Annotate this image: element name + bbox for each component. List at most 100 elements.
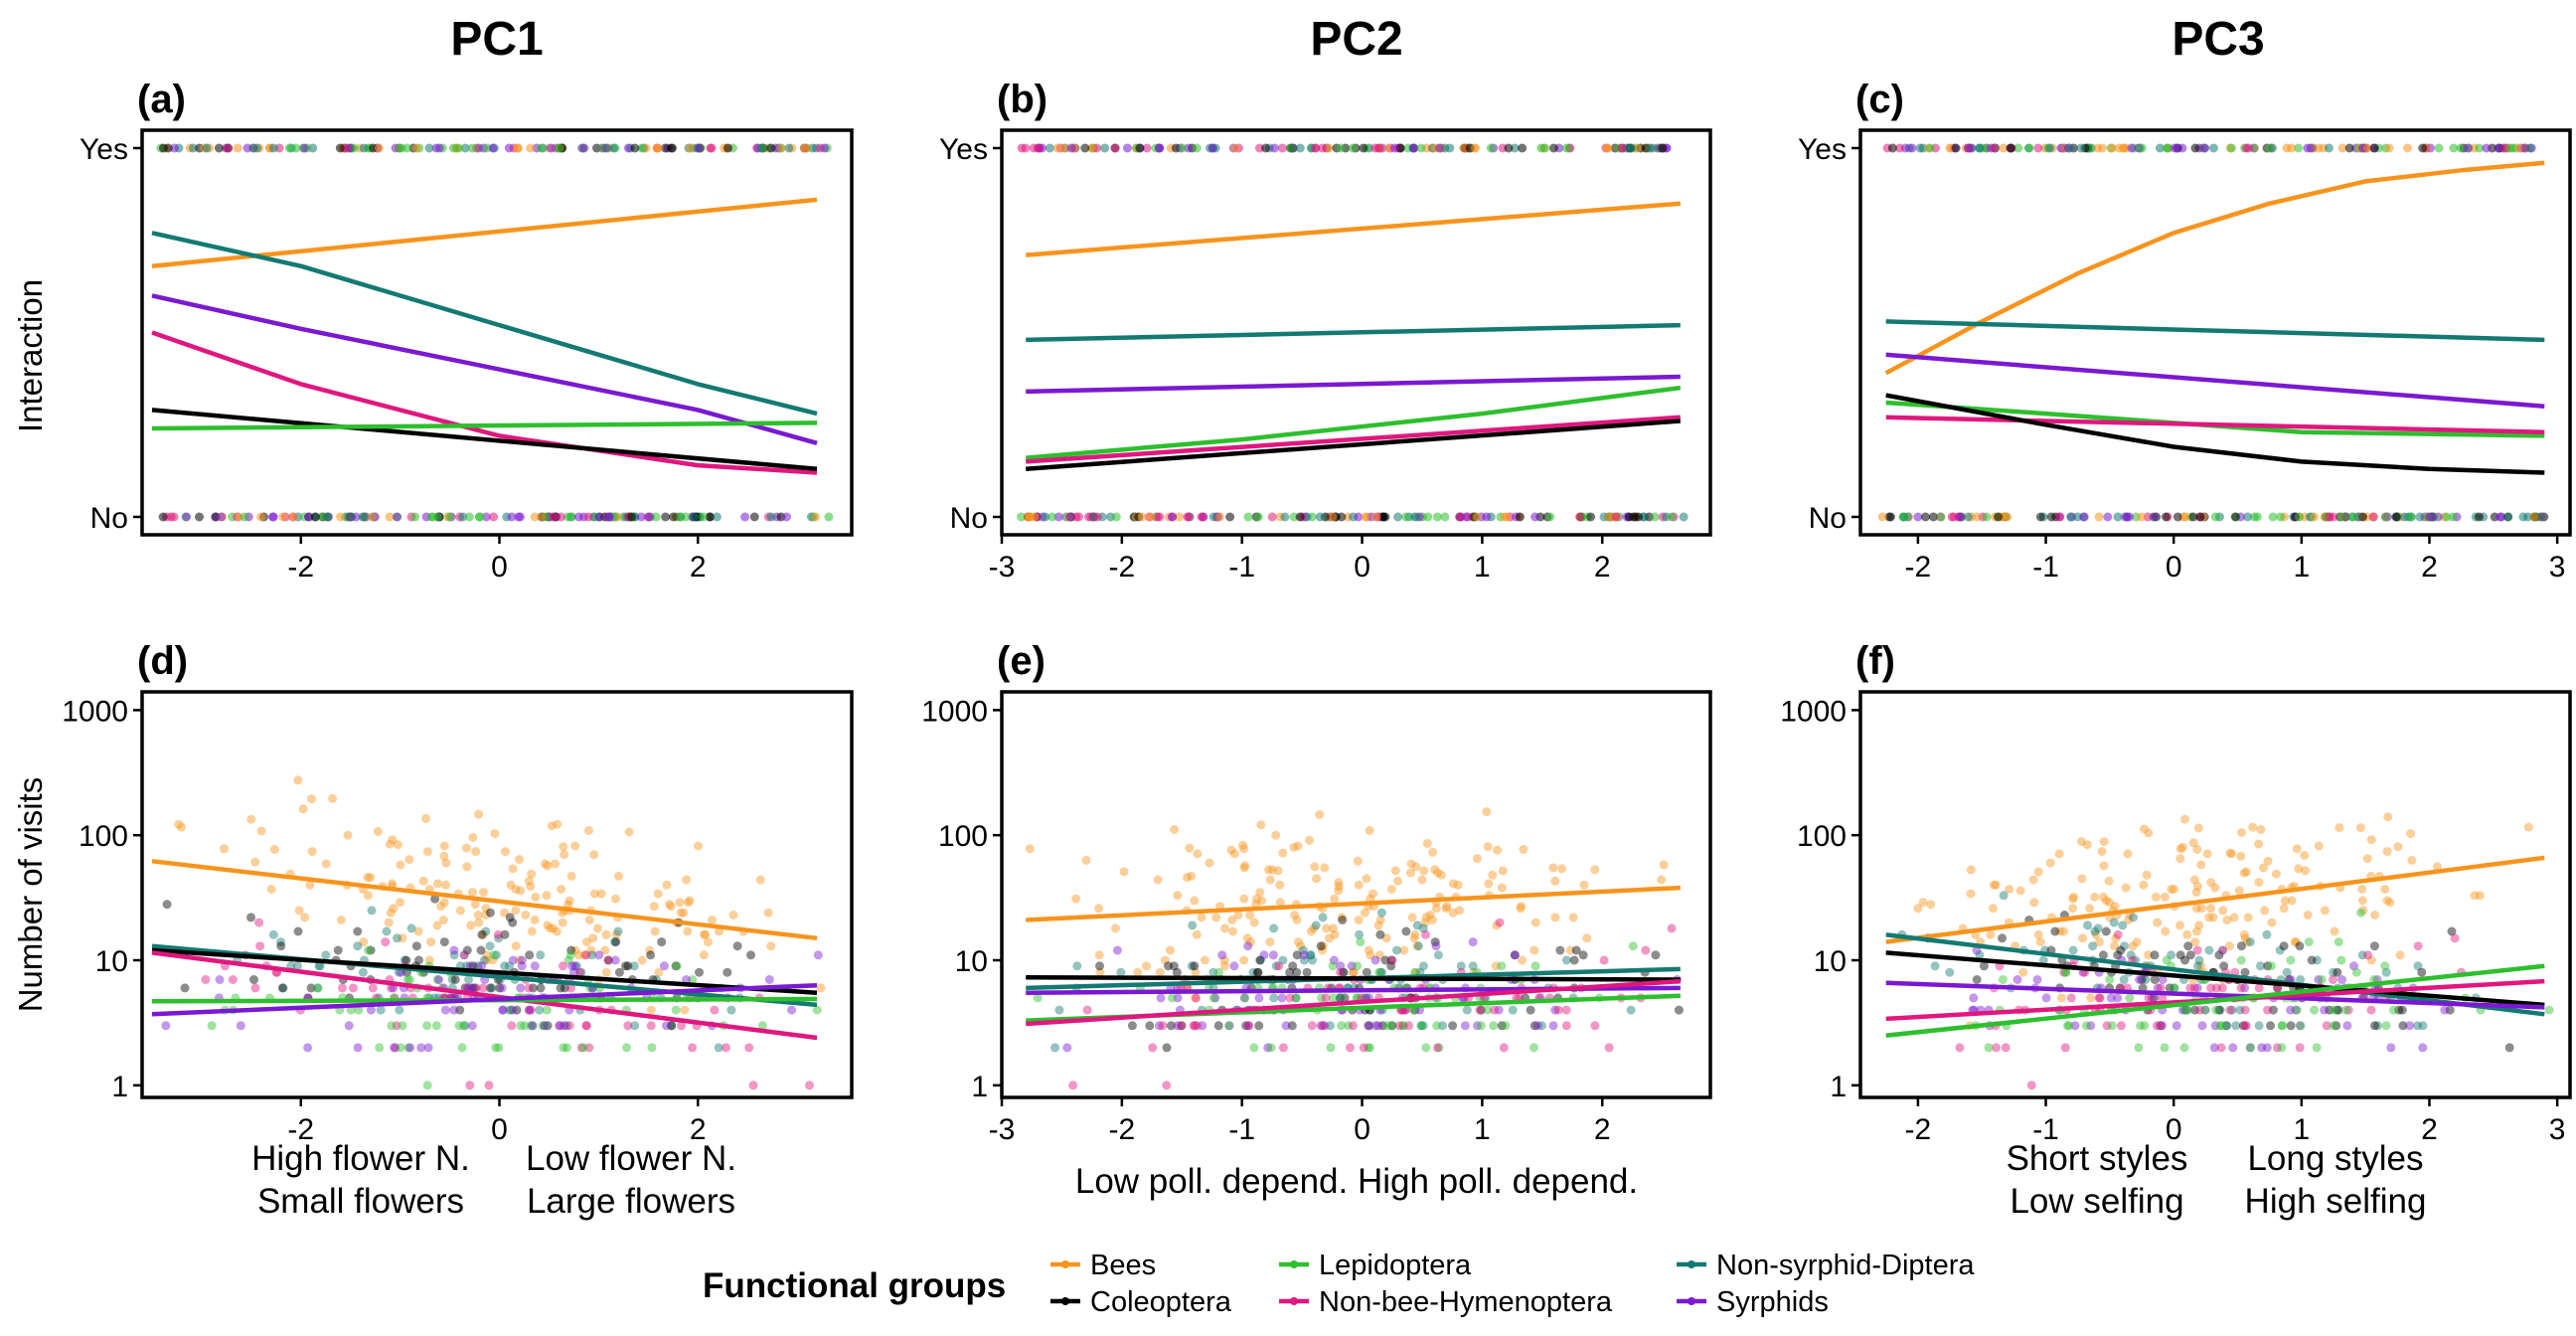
- data-point: [676, 512, 686, 522]
- data-point: [2418, 143, 2428, 153]
- data-point: [2202, 849, 2212, 859]
- data-point: [1273, 866, 1283, 876]
- data-point: [467, 983, 477, 993]
- data-point: [1095, 967, 1105, 977]
- data-point: [2369, 143, 2379, 153]
- data-point: [2160, 892, 2170, 902]
- data-point: [582, 937, 591, 947]
- data-point: [1476, 1005, 1486, 1015]
- data-point: [2066, 512, 2076, 522]
- data-point: [400, 955, 409, 965]
- data-point: [1266, 1043, 1276, 1053]
- data-point: [2219, 961, 2229, 971]
- data-point: [653, 143, 663, 153]
- data-point: [1256, 820, 1266, 830]
- data-point: [1431, 941, 1441, 951]
- data-point: [708, 916, 717, 924]
- data-point: [1296, 941, 1306, 951]
- data-point: [507, 512, 517, 522]
- data-point: [2523, 822, 2533, 832]
- data-point: [2119, 975, 2129, 984]
- fit-line-coleoptera: [151, 408, 818, 472]
- data-point: [1348, 143, 1358, 153]
- data-point: [812, 1005, 822, 1015]
- data-point: [2254, 839, 2264, 849]
- data-point: [2380, 512, 2390, 522]
- data-point: [1430, 937, 1440, 947]
- data-point: [657, 937, 667, 947]
- data-point: [2325, 1005, 2334, 1015]
- data-point: [592, 923, 602, 933]
- data-point: [650, 926, 660, 936]
- data-point: [495, 983, 505, 993]
- data-point: [2045, 858, 2055, 868]
- data-point: [699, 512, 708, 522]
- x-tick-label: 0: [2166, 551, 2182, 584]
- data-point: [2121, 883, 2131, 893]
- data-point: [2221, 1021, 2231, 1031]
- data-point: [494, 1043, 504, 1053]
- data-point: [2086, 1021, 2096, 1031]
- data-point: [1168, 512, 1178, 522]
- x-tick-label: -1: [1228, 551, 1255, 584]
- data-point: [1473, 1021, 1482, 1031]
- data-point: [570, 961, 580, 971]
- data-point: [410, 512, 420, 522]
- data-point: [2272, 1043, 2282, 1053]
- data-point: [2303, 911, 2313, 919]
- data-point: [2134, 1043, 2144, 1053]
- data-point: [2013, 143, 2023, 153]
- fit-line-non-bee-hymenoptera: [1026, 415, 1681, 464]
- data-point: [557, 885, 566, 894]
- panel-label-e: (e): [997, 639, 1046, 683]
- data-point: [1183, 873, 1192, 883]
- data-point: [1169, 961, 1179, 971]
- data-point: [1239, 844, 1249, 854]
- data-point: [583, 826, 593, 835]
- data-point: [2241, 867, 2251, 877]
- data-point: [457, 1043, 467, 1053]
- data-point: [1338, 916, 1348, 924]
- data-point: [542, 891, 552, 901]
- data-point: [1253, 512, 1263, 522]
- legend-label-lepidoptera: Lepidoptera: [1319, 1250, 1472, 1281]
- data-point: [1645, 143, 1655, 153]
- data-point: [1213, 967, 1223, 977]
- data-point: [524, 983, 534, 993]
- data-point: [2252, 512, 2262, 522]
- data-point: [1448, 879, 1458, 889]
- data-point: [1197, 913, 1207, 922]
- data-point: [2068, 945, 2078, 955]
- data-point: [610, 955, 620, 965]
- data-point: [2090, 892, 2100, 902]
- data-point: [2144, 950, 2153, 960]
- data-point: [1536, 1021, 1546, 1031]
- data-point: [2475, 143, 2485, 153]
- fit-line-syrphids: [1885, 352, 2545, 409]
- data-point: [1389, 143, 1399, 153]
- data-point: [1641, 945, 1651, 955]
- data-point: [439, 851, 449, 861]
- data-point: [2151, 892, 2161, 902]
- data-point: [2158, 993, 2168, 1003]
- data-point: [2268, 1005, 2278, 1015]
- data-point: [1349, 1021, 1358, 1031]
- data-point: [1499, 1043, 1509, 1053]
- data-point: [568, 967, 578, 977]
- y-tick-label: 10: [1814, 945, 1847, 978]
- data-point: [1080, 143, 1090, 153]
- data-point: [2300, 851, 2310, 860]
- data-point: [1227, 916, 1237, 924]
- x-tick-label: 2: [2421, 1113, 2438, 1146]
- data-point: [1318, 1021, 1328, 1031]
- pc1-left-descriptor-line2: Small flowers: [257, 1182, 464, 1221]
- data-point: [766, 941, 776, 951]
- data-point: [800, 143, 809, 153]
- data-point: [1278, 955, 1288, 965]
- data-point: [2102, 1021, 2112, 1031]
- data-point: [2153, 1021, 2162, 1031]
- data-point: [1200, 955, 1209, 965]
- data-point: [1268, 950, 1278, 960]
- data-point: [1462, 1005, 1472, 1015]
- column-title-pc2: PC2: [1310, 13, 1402, 66]
